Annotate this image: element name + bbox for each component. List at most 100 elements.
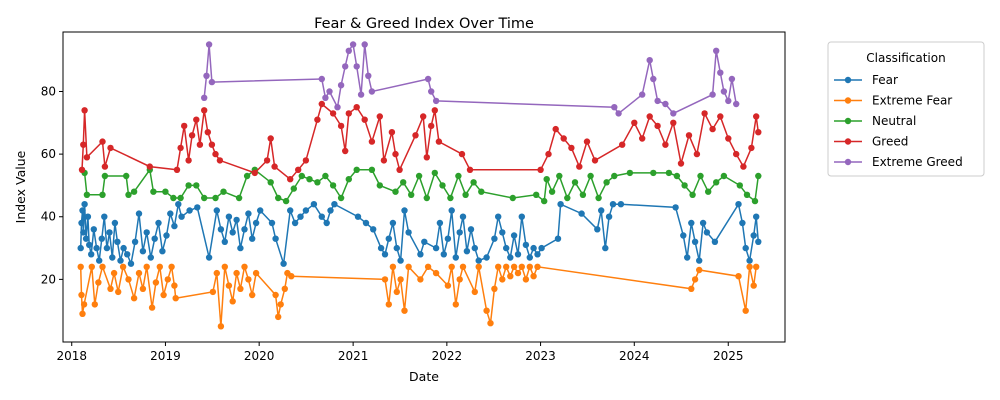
data-point-fear (377, 244, 385, 252)
data-point-greed (646, 113, 653, 120)
data-point-fear (389, 219, 397, 227)
data-point-fear (495, 213, 502, 220)
data-point-fear (217, 226, 225, 233)
data-point-fear (518, 213, 525, 220)
data-point-extreme-greed (709, 91, 716, 98)
legend-label: Greed (872, 135, 908, 149)
data-point-greed (185, 157, 192, 164)
data-point-extreme-fear (393, 288, 400, 296)
data-point-neutral (123, 172, 130, 180)
data-point-fear (491, 235, 498, 242)
data-point-extreme-fear (696, 266, 703, 274)
data-point-fear (463, 248, 471, 255)
data-point-extreme-fear (217, 323, 225, 330)
data-point-extreme-fear (530, 273, 537, 280)
data-point-fear (417, 251, 424, 258)
data-point-fear (609, 201, 617, 208)
data-point-extreme-fear (753, 263, 760, 270)
data-point-greed (466, 166, 474, 173)
data-point-fear (114, 238, 121, 245)
data-point-extreme-fear (139, 285, 147, 292)
data-point-greed (412, 132, 419, 139)
data-point-greed (755, 129, 762, 136)
data-point-extreme-fear (510, 263, 518, 270)
data-point-neutral (611, 172, 618, 180)
data-point-neutral (185, 182, 192, 189)
data-point-extreme-fear (444, 282, 452, 289)
data-point-fear (186, 207, 193, 214)
data-point-greed (654, 122, 661, 130)
data-point-neutral (130, 188, 138, 195)
data-point-extreme-fear (160, 291, 167, 299)
data-point-neutral (353, 166, 360, 173)
data-point-fear (510, 232, 518, 239)
data-point-fear (82, 235, 90, 242)
data-point-fear (79, 207, 86, 214)
data-point-greed (423, 154, 430, 161)
data-point-greed (107, 144, 114, 152)
data-point-extreme-greed (611, 104, 618, 111)
data-point-extreme-fear (272, 291, 279, 299)
data-point-fear (124, 251, 131, 258)
data-point-extreme-fear (688, 285, 695, 292)
y-tick-label: 80 (41, 84, 56, 98)
data-point-neutral (83, 191, 91, 198)
data-point-extreme-fear (452, 301, 459, 308)
data-point-greed (428, 122, 435, 130)
data-point-neutral (345, 176, 352, 183)
data-point-greed (196, 141, 204, 148)
data-point-extreme-greed (654, 97, 661, 105)
data-point-extreme-greed (646, 57, 653, 64)
data-point-extreme-fear (503, 263, 510, 270)
data-point-extreme-fear (385, 301, 392, 308)
data-point-greed (329, 110, 337, 117)
data-point-fear (135, 210, 143, 217)
data-point-fear (385, 235, 392, 242)
data-point-greed (193, 116, 200, 123)
data-point-extreme-greed (432, 97, 440, 105)
data-point-greed (216, 157, 224, 164)
data-point-fear (753, 213, 760, 220)
data-point-greed (376, 113, 383, 120)
data-point-fear (111, 219, 119, 227)
data-point-greed (396, 166, 403, 173)
data-point-greed (314, 116, 321, 123)
x-tick-label: 2019 (150, 349, 181, 363)
data-point-greed (392, 150, 399, 158)
data-point-neutral (478, 188, 485, 195)
data-point-extreme-greed (349, 41, 357, 48)
data-point-fear (318, 213, 325, 220)
data-point-fear (80, 229, 87, 236)
data-point-fear (175, 201, 182, 208)
data-point-fear (526, 254, 533, 261)
data-point-fear (131, 238, 139, 245)
data-point-extreme-greed (670, 110, 677, 117)
data-point-fear (96, 257, 103, 264)
series-layer (77, 41, 762, 330)
data-point-neutral (579, 191, 587, 198)
data-point-fear (699, 219, 707, 227)
data-point-extreme-fear (77, 263, 84, 270)
data-point-extreme-greed (725, 97, 732, 105)
legend-frame (827, 41, 985, 177)
data-point-fear (127, 260, 135, 267)
data-point-extreme-fear (288, 273, 295, 280)
data-point-extreme-fear (491, 285, 498, 292)
data-point-fear (331, 201, 338, 208)
data-point-extreme-fear (381, 276, 389, 283)
data-point-fear (213, 207, 220, 214)
data-point-neutral (755, 172, 762, 180)
data-point-greed (302, 157, 310, 164)
legend-items: Fear Extreme Fear Neutral Greed Extreme Gree… (834, 73, 963, 169)
data-point-extreme-greed (337, 82, 345, 89)
data-point-greed (181, 122, 188, 130)
data-point-extreme-fear (448, 263, 455, 270)
x-tick-label: 2023 (525, 349, 556, 363)
data-point-fear (117, 257, 124, 264)
data-point-extreme-fear (249, 291, 256, 299)
data-point-fear (405, 229, 412, 236)
data-point-greed (701, 110, 708, 117)
data-point-greed (583, 138, 591, 145)
data-point-greed (568, 144, 575, 152)
series-neutral (81, 166, 762, 205)
